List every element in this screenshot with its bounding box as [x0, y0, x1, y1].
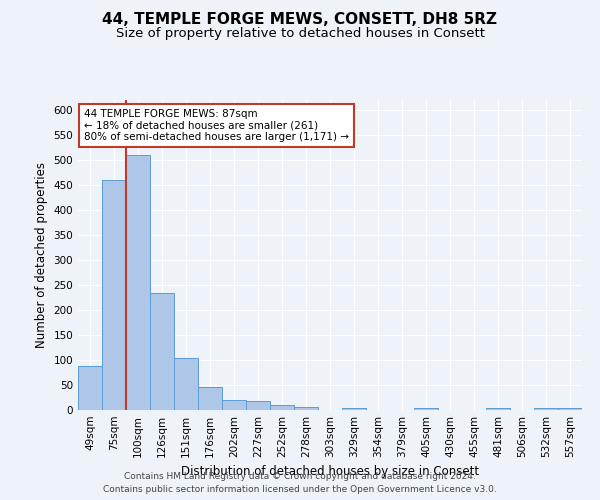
Text: Contains HM Land Registry data © Crown copyright and database right 2024.
Contai: Contains HM Land Registry data © Crown c… — [103, 472, 497, 494]
Text: Size of property relative to detached houses in Consett: Size of property relative to detached ho… — [115, 28, 485, 40]
Bar — [78, 366, 102, 410]
Bar — [558, 408, 582, 410]
Bar — [270, 404, 294, 410]
Bar — [174, 358, 198, 410]
Bar — [222, 400, 246, 410]
Bar — [198, 386, 222, 410]
Bar — [150, 292, 174, 410]
Bar — [294, 406, 318, 410]
Y-axis label: Number of detached properties: Number of detached properties — [35, 162, 48, 348]
X-axis label: Distribution of detached houses by size in Consett: Distribution of detached houses by size … — [181, 466, 479, 478]
Bar — [102, 180, 126, 410]
Bar — [342, 408, 366, 410]
Bar — [126, 155, 150, 410]
Text: 44 TEMPLE FORGE MEWS: 87sqm
← 18% of detached houses are smaller (261)
80% of se: 44 TEMPLE FORGE MEWS: 87sqm ← 18% of det… — [84, 109, 349, 142]
Bar — [534, 408, 558, 410]
Bar — [486, 408, 510, 410]
Text: 44, TEMPLE FORGE MEWS, CONSETT, DH8 5RZ: 44, TEMPLE FORGE MEWS, CONSETT, DH8 5RZ — [103, 12, 497, 28]
Bar — [246, 401, 270, 410]
Bar — [414, 408, 438, 410]
